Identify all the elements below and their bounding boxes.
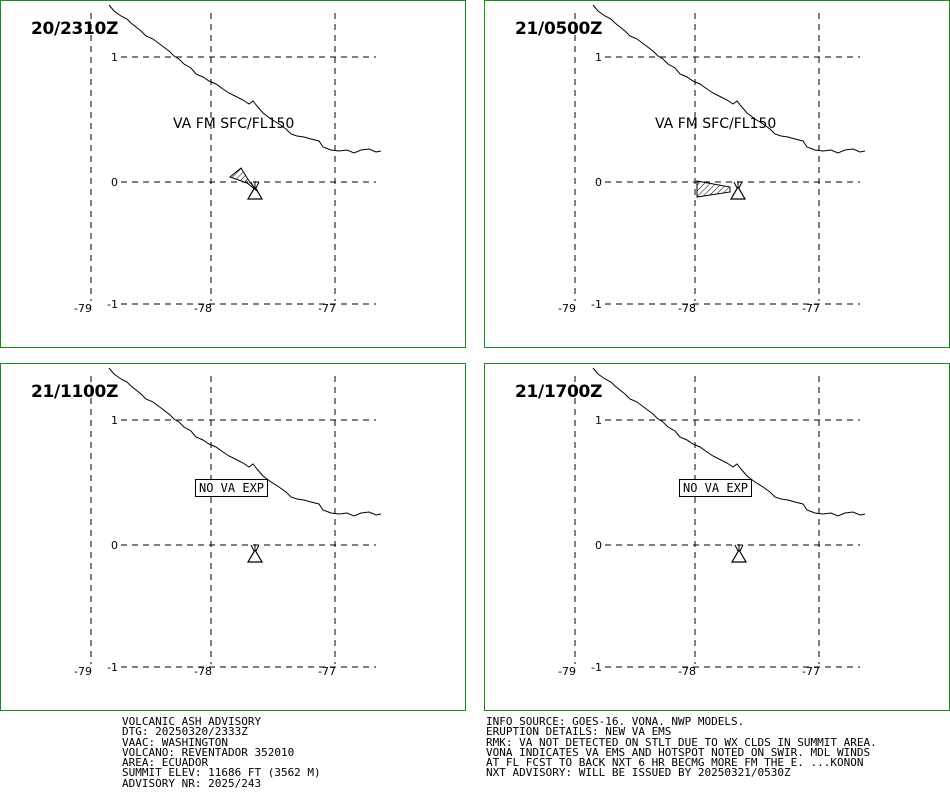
volcano-plume [255, 181, 260, 189]
advisory-right-line: VONA INDICATES VA EMS AND HOTSPOT NOTED … [486, 745, 871, 759]
va-label-2: VA FM SFC/FL150 [655, 116, 777, 132]
advisory-right-line: AT FL FCST TO BACK NXT 6 HR BECMG MORE F… [486, 756, 864, 770]
lon-tick-label: -77 [802, 665, 820, 678]
volcano-plume [739, 544, 744, 552]
volcano-icon [729, 181, 747, 200]
lon-tick-label: -78 [678, 665, 696, 678]
advisory-left-line: DTG: 20250320/2333Z [122, 725, 248, 739]
volcano-plume [738, 181, 743, 189]
advisory-right-line: INFO SOURCE: GOES-16. VONA. NWP MODELS. [486, 715, 745, 728]
lat-tick-label: 1 [111, 51, 118, 64]
panel-time-1: 20/2310Z [31, 19, 119, 39]
coastline [592, 4, 866, 154]
lon-tick-label: -79 [74, 665, 92, 678]
map-canvas-4: 1 0 -1 -79 -78 -77 [558, 367, 866, 678]
lat-tick-label: 1 [595, 51, 602, 64]
lat-tick-label: -1 [591, 661, 602, 674]
volcano-icon [730, 544, 748, 563]
lon-tick-label: -79 [558, 665, 576, 678]
advisory-left-line: SUMMIT ELEV: 11686 FT (3562 M) [122, 766, 321, 780]
lat-tick-label: 0 [111, 176, 118, 189]
coastline [108, 4, 382, 154]
volcano-plume [255, 544, 260, 552]
coastline [592, 367, 866, 517]
volcano-plume [250, 181, 255, 189]
lat-tick-label: -1 [107, 298, 118, 311]
ash-cloud-polygon [228, 167, 258, 192]
volcano-triangle [730, 548, 748, 563]
advisory-left-line: VOLCANIC ASH ADVISORY [122, 715, 262, 728]
no-va-box-3: NO VA EXP [195, 479, 269, 497]
map-canvas-3: 1 0 -1 -79 -78 -77 [74, 367, 382, 678]
advisory-right-line: RMK: VA NOT DETECTED ON STLT DUE TO WX C… [486, 735, 877, 749]
lon-tick-label: -78 [194, 302, 212, 315]
lat-tick-label: 0 [111, 539, 118, 552]
volcano-icon [246, 181, 264, 200]
map-canvas-1: 1 0 -1 -79 -78 -77 [74, 4, 382, 315]
no-va-box-4: NO VA EXP [679, 479, 753, 497]
ash-cloud-polygon [696, 180, 731, 198]
advisory-right: INFO SOURCE: GOES-16. VONA. NWP MODELS. … [486, 715, 877, 780]
advisory-left: VOLCANIC ASH ADVISORY DTG: 20250320/2333… [122, 715, 321, 790]
lat-tick-label: -1 [591, 298, 602, 311]
lat-tick-label: 0 [595, 176, 602, 189]
lon-tick-label: -77 [802, 302, 820, 315]
panel-time-2: 21/0500Z [515, 19, 603, 39]
volcano-triangle [729, 185, 747, 200]
lat-tick-label: 0 [595, 539, 602, 552]
volcano-icon [246, 544, 264, 563]
lon-tick-label: -77 [318, 302, 336, 315]
lon-tick-label: -79 [74, 302, 92, 315]
lon-tick-label: -78 [194, 665, 212, 678]
advisory-right-line: NXT ADVISORY: WILL BE ISSUED BY 20250321… [486, 766, 791, 780]
volcano-triangle [246, 185, 264, 200]
map-panel-2: 1 0 -1 -79 -78 -77 21/0500Z VA FM SFC/FL150 [484, 0, 950, 348]
map-panel-3: 1 0 -1 -79 -78 -77 21/1100Z NO VA EXP [0, 363, 466, 711]
advisory-left-line: AREA: ECUADOR [122, 756, 209, 770]
map-canvas-2: 1 0 -1 -79 -78 -77 [558, 4, 866, 315]
panel-time-3: 21/1100Z [31, 382, 119, 402]
coastline [108, 367, 382, 517]
map-panel-4: 1 0 -1 -79 -78 -77 21/1700Z NO VA EXP [484, 363, 950, 711]
va-label-1: VA FM SFC/FL150 [173, 116, 295, 132]
lon-tick-label: -79 [558, 302, 576, 315]
lat-tick-label: 1 [595, 414, 602, 427]
panel-time-4: 21/1700Z [515, 382, 603, 402]
lat-tick-label: -1 [107, 661, 118, 674]
map-panel-1: 1 0 -1 -79 -78 -77 20/2310Z VA FM SFC/FL150 [0, 0, 466, 348]
volcano-triangle [246, 548, 264, 563]
advisory-right-line: ERUPTION DETAILS: NEW VA EMS [486, 725, 672, 739]
advisory-left-line: VAAC: WASHINGTON [122, 735, 228, 749]
volcano-plume [733, 181, 738, 189]
advisory-left-line: ADVISORY NR: 2025/243 [122, 776, 262, 790]
volcano-plume [250, 544, 255, 552]
lon-tick-label: -77 [318, 665, 336, 678]
advisory-left-line: VOLCANO: REVENTADOR 352010 [122, 745, 295, 759]
lon-tick-label: -78 [678, 302, 696, 315]
lat-tick-label: 1 [111, 414, 118, 427]
volcano-plume [734, 544, 739, 552]
